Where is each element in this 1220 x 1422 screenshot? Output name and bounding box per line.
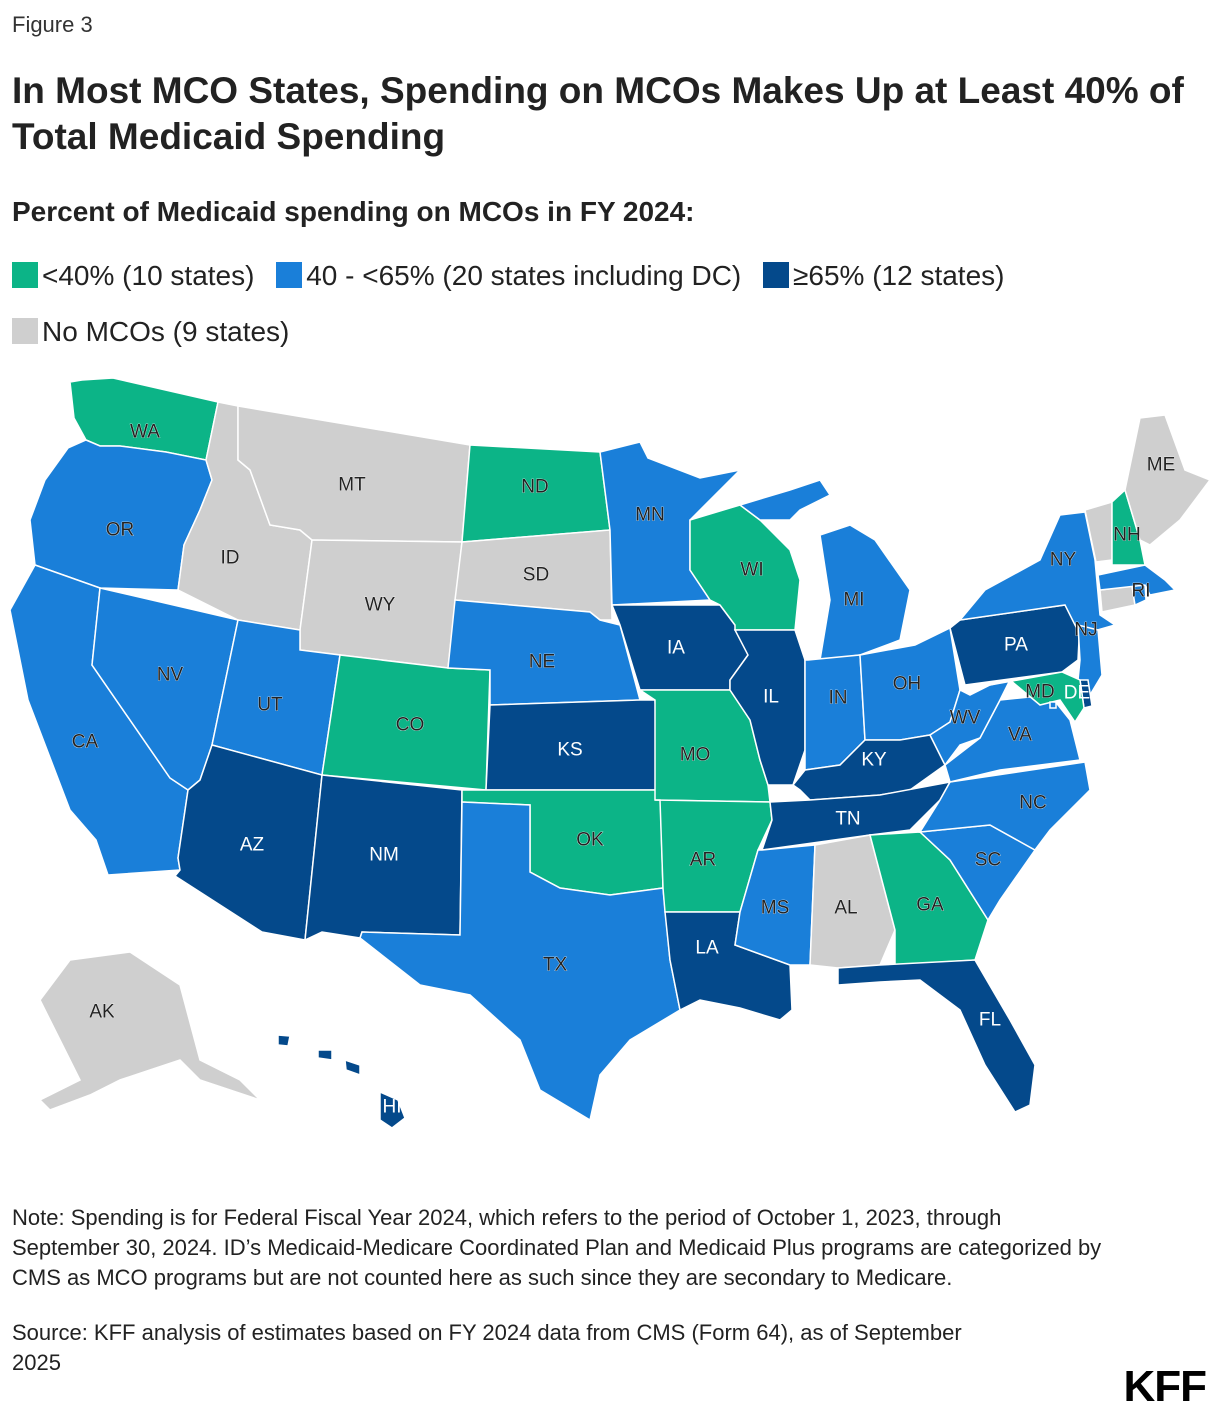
state-label-ak: AK xyxy=(89,1002,115,1023)
state-label-ut: UT xyxy=(257,695,283,716)
state-label-ms: MS xyxy=(761,898,790,919)
state-wv xyxy=(929,678,1012,767)
state-label-mo: MO xyxy=(680,745,711,766)
state-label-al: AL xyxy=(834,898,857,919)
state-label-co: CO xyxy=(396,715,425,736)
state-md xyxy=(989,671,1085,724)
footnote: Note: Spending is for Federal Fiscal Yea… xyxy=(12,1205,1102,1290)
state-label-mt: MT xyxy=(338,475,366,496)
state-label-hi: HI xyxy=(383,1097,402,1118)
state-label-oh: OH xyxy=(893,674,922,695)
source-note: Source: KFF analysis of estimates based … xyxy=(12,1320,962,1375)
legend-swatch-ge65 xyxy=(763,262,790,288)
state-label-ks: KS xyxy=(557,740,582,761)
state-tn xyxy=(760,780,952,851)
state-me xyxy=(1124,414,1212,546)
legend-swatch-none xyxy=(12,318,38,344)
legend-swatch-lt40 xyxy=(12,262,38,288)
legend-item-ge65: ≥65% (12 states) xyxy=(763,248,1004,304)
state-label-de: DE xyxy=(1064,683,1090,704)
state-label-nj: NJ xyxy=(1074,620,1097,641)
state-nc xyxy=(918,761,1091,851)
legend-item-40to65: 40 - <65% (20 states including DC) xyxy=(276,248,741,304)
legend-label-lt40: <40% (10 states) xyxy=(42,260,255,291)
state-co xyxy=(321,654,491,791)
state-nh xyxy=(1111,488,1146,566)
state-label-or: OR xyxy=(106,520,135,541)
us-map: WA OR CA NV ID MT WY UT AZ CO NM ND SD NE KS OK TX MN IA MO… xyxy=(9,377,1212,1129)
state-label-il: IL xyxy=(763,687,779,708)
state-label-tn: TN xyxy=(835,809,860,830)
state-label-id: ID xyxy=(221,548,240,569)
state-label-sc: SC xyxy=(975,850,1001,871)
state-label-ri: RI xyxy=(1132,581,1151,602)
state-label-nh: NH xyxy=(1113,525,1140,546)
state-label-in: IN xyxy=(829,688,848,709)
state-label-mn: MN xyxy=(635,505,665,526)
state-tx xyxy=(359,801,681,1122)
state-label-ny: NY xyxy=(1050,550,1077,571)
legend-label-ge65: ≥65% (12 states) xyxy=(793,260,1005,291)
state-mi xyxy=(738,479,911,661)
chart-subtitle: Percent of Medicaid spending on MCOs in … xyxy=(12,196,695,227)
state-label-md: MD xyxy=(1025,682,1055,703)
state-label-mi: MI xyxy=(843,590,864,611)
state-label-wa: WA xyxy=(130,422,160,443)
state-label-ia: IA xyxy=(667,638,685,659)
legend: <40% (10 states) 40 - <65% (20 states in… xyxy=(12,248,1072,360)
legend-label-none: No MCOs (9 states) xyxy=(42,316,290,347)
state-label-tx: TX xyxy=(543,955,568,976)
state-label-ok: OK xyxy=(576,830,604,851)
state-label-fl: FL xyxy=(979,1010,1001,1031)
kff-logo: KFF xyxy=(1123,1362,1207,1411)
state-dc xyxy=(1049,701,1057,709)
legend-item-lt40: <40% (10 states) xyxy=(12,248,254,304)
state-label-pa: PA xyxy=(1004,635,1028,656)
state-label-ar: AR xyxy=(690,850,716,871)
state-label-nc: NC xyxy=(1019,793,1046,814)
state-label-me: ME xyxy=(1147,455,1176,476)
state-label-nv: NV xyxy=(157,665,184,686)
state-label-nm: NM xyxy=(369,845,399,866)
state-label-az: AZ xyxy=(240,835,265,856)
state-label-ky: KY xyxy=(861,750,887,771)
state-label-nd: ND xyxy=(521,477,548,498)
state-label-wi: WI xyxy=(740,560,763,581)
state-label-ne: NE xyxy=(529,652,555,673)
legend-label-40to65: 40 - <65% (20 states including DC) xyxy=(306,260,742,291)
legend-swatch-40to65 xyxy=(276,262,303,288)
state-ak xyxy=(38,951,261,1111)
legend-item-none: No MCOs (9 states) xyxy=(12,304,289,360)
state-label-la: LA xyxy=(695,938,719,959)
state-label-wy: WY xyxy=(365,595,396,616)
state-label-wv: WV xyxy=(950,708,981,729)
state-label-ga: GA xyxy=(916,895,944,916)
state-il xyxy=(729,629,806,786)
state-label-ca: CA xyxy=(72,732,99,753)
state-fl xyxy=(837,959,1036,1113)
chart-title: In Most MCO States, Spending on MCOs Mak… xyxy=(12,70,1184,157)
state-ma xyxy=(1097,564,1177,596)
figure-label: Figure 3 xyxy=(12,12,93,37)
state-label-sd: SD xyxy=(523,565,549,586)
state-label-va: VA xyxy=(1008,725,1032,746)
state-hi xyxy=(277,1034,406,1129)
